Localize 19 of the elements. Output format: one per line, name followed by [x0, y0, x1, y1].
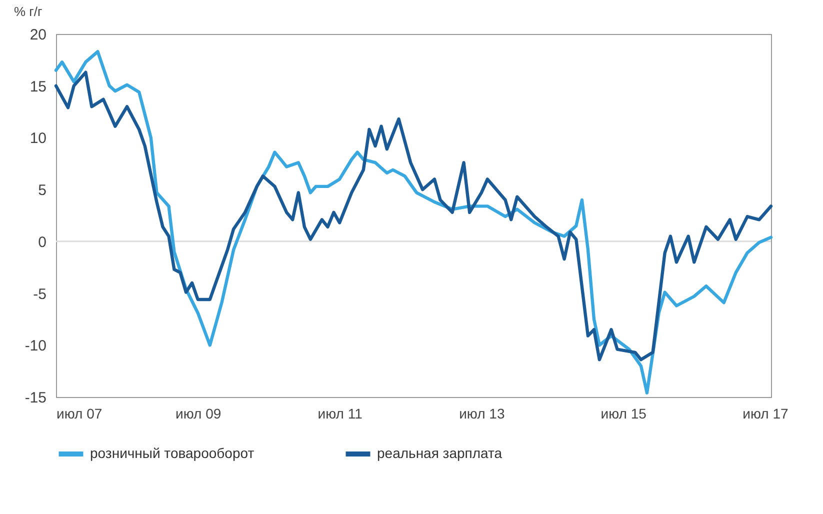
line-series — [54, 70, 773, 362]
y-tick-label: 10 — [30, 130, 46, 148]
x-tick-label: июл 11 — [318, 406, 363, 422]
y-tick-label: 20 — [30, 26, 46, 44]
legend-label: розничный товарооборот — [90, 445, 255, 461]
y-tick-label: -5 — [33, 286, 46, 303]
y-tick-label: -15 — [24, 390, 46, 406]
x-tick-label: июл 15 — [600, 406, 647, 422]
y-tick-label: 0 — [38, 234, 46, 251]
y-tick-label: -10 — [24, 338, 46, 355]
legend-label: реальная зарплата — [377, 445, 502, 461]
x-tick-label: июл 17 — [742, 406, 789, 422]
y-axis-title: % г/г — [14, 4, 43, 19]
y-tick-label: 5 — [38, 182, 46, 200]
line-series — [54, 50, 773, 394]
x-tick-label: июл 09 — [176, 406, 222, 422]
x-tick-label: июл 07 — [56, 406, 102, 422]
x-tick-label: июл 13 — [459, 406, 505, 422]
y-tick-label: 15 — [30, 78, 46, 96]
